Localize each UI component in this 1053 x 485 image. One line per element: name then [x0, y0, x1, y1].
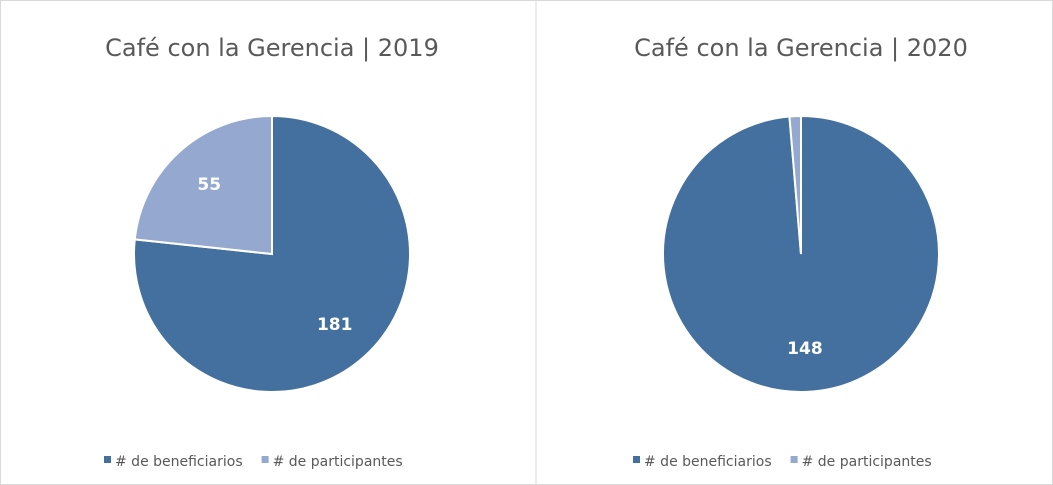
legend-swatch: [104, 456, 111, 463]
chart-title: Café con la Gerencia | 2019: [105, 34, 439, 62]
legend-label: # de beneficiarios: [115, 454, 243, 470]
legend-label: # de participantes: [802, 454, 932, 470]
legend-label: # de participantes: [273, 454, 403, 470]
legend-swatch: [633, 456, 640, 463]
legend-label: # de beneficiarios: [644, 454, 772, 470]
chart-title: Café con la Gerencia | 2020: [634, 34, 968, 62]
legend-swatch: [790, 456, 798, 463]
pie-slice: [133, 114, 273, 256]
legend-swatch: [261, 456, 269, 463]
pie-slice: [788, 114, 802, 255]
data-label: 55: [197, 175, 221, 195]
data-label: 148: [787, 339, 823, 359]
data-label: 181: [317, 315, 353, 335]
